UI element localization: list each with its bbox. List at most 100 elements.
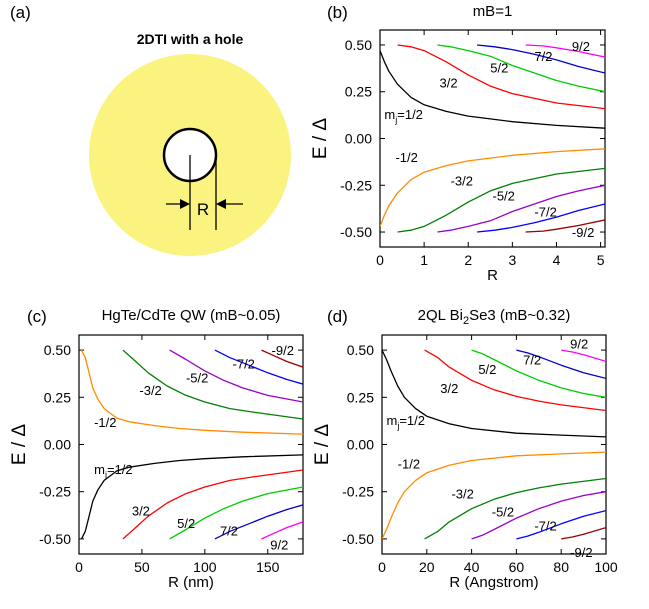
x-tick-label: 5 <box>597 252 605 268</box>
series-line-2 <box>471 349 606 398</box>
x-tick-label: 100 <box>594 559 618 575</box>
curve-label: -5/2 <box>493 189 515 204</box>
x-axis-label: R (Angstrom) <box>449 574 538 591</box>
x-tick-label: 0 <box>75 559 83 575</box>
y-tick-label: 0.50 <box>345 37 372 53</box>
y-tick-label: 0.25 <box>347 389 374 405</box>
curve-label: -1/2 <box>395 150 417 165</box>
curve-label: 3/2 <box>132 504 150 519</box>
y-tick-label: -0.25 <box>39 484 71 500</box>
panel-b-label: (b) <box>327 3 348 22</box>
curve-label: -1/2 <box>94 415 116 430</box>
series-line-4 <box>261 349 303 368</box>
x-axis-label: R (nm) <box>168 574 214 591</box>
series-line-9 <box>561 526 606 540</box>
curve-label: mj=1/2 <box>384 107 423 125</box>
x-tick-label: 0 <box>376 252 384 268</box>
curve-label: 5/2 <box>490 60 508 75</box>
x-tick-label: 60 <box>509 559 525 575</box>
y-tick-label: -0.50 <box>39 531 71 547</box>
curve-label: -5/2 <box>492 505 514 520</box>
series-line-0 <box>382 349 606 438</box>
y-tick-label: -0.25 <box>342 484 374 500</box>
curve-label: 5/2 <box>478 362 496 377</box>
curve-label: 3/2 <box>440 381 458 396</box>
series-line-5 <box>380 148 605 227</box>
arrowhead-left <box>180 199 190 209</box>
curve-label: -3/2 <box>451 487 473 502</box>
series-line-2 <box>437 44 605 93</box>
y-tick-label: 0.50 <box>44 342 71 358</box>
curve-label: -3/2 <box>139 383 161 398</box>
series-line-7 <box>437 184 605 233</box>
y-tick-label: -0.50 <box>340 224 372 240</box>
x-tick-label: 2 <box>464 252 472 268</box>
y-tick-label: 0.25 <box>44 389 71 405</box>
curve-label: 7/2 <box>534 49 552 64</box>
series-line-1 <box>122 349 303 420</box>
y-axis-label: E / Δ <box>9 424 30 466</box>
x-tick-label: 100 <box>193 559 217 575</box>
series-line-6 <box>424 477 606 540</box>
x-tick-label: 0 <box>378 559 386 575</box>
series-line-4 <box>525 44 605 58</box>
panel-d-label: (d) <box>327 307 348 326</box>
curve-label: 9/2 <box>572 39 590 54</box>
y-axis-label: E / Δ <box>312 424 333 466</box>
x-tick-label: 20 <box>419 559 435 575</box>
curve-label: -3/2 <box>451 174 473 189</box>
panel-d: (d) 2QL Bi2Se3 (mB~0.32) -0.50 -0.25 0.00 0.2… <box>312 307 618 591</box>
series-line-9 <box>261 521 303 540</box>
chart-title: HgTe/CdTe QW (mB~0.05) <box>102 307 281 324</box>
radius-label: R <box>197 200 209 219</box>
curve-label: -9/2 <box>570 545 592 560</box>
panel-a: (a) 2DTI with a hole R <box>10 3 291 256</box>
series-line-2 <box>169 349 303 403</box>
curve-label: -7/2 <box>233 356 255 371</box>
panel-a-label: (a) <box>10 3 31 22</box>
x-tick-label: 1 <box>420 252 428 268</box>
y-tick-label: 0.50 <box>347 342 374 358</box>
x-tick-label: 50 <box>134 559 150 575</box>
curve-label: -7/2 <box>534 204 556 219</box>
series-line-6 <box>397 167 605 233</box>
curve-label: -9/2 <box>272 343 294 358</box>
curve-label: 7/2 <box>220 523 238 538</box>
y-tick-label: 0.00 <box>347 437 374 453</box>
x-tick-label: 40 <box>464 559 480 575</box>
series-line-7 <box>471 491 606 540</box>
x-tick-label: 3 <box>508 252 516 268</box>
series-line-3 <box>477 44 605 74</box>
series-line-4 <box>561 349 606 363</box>
y-tick-label: 0.00 <box>345 131 372 147</box>
x-axis-label: R <box>487 267 498 284</box>
y-axis-label: E / Δ <box>310 118 331 160</box>
y-tick-label: 0.00 <box>44 437 71 453</box>
series-line-0 <box>80 349 303 435</box>
panel-b: (b) mB=1 -0.50 -0.25 0.00 0.25 0.50 0 1 2 3 4 5 R E / … <box>310 3 606 284</box>
y-tick-label: -0.25 <box>340 177 372 193</box>
series-line-8 <box>214 504 303 540</box>
series-group <box>382 349 606 540</box>
series-line-8 <box>516 509 606 540</box>
x-tick-label: 4 <box>553 252 561 268</box>
series-line-1 <box>397 44 605 110</box>
y-tick-label: 0.25 <box>345 84 372 100</box>
series-line-3 <box>214 349 303 385</box>
curve-label: mj=1/2 <box>386 413 425 431</box>
curve-label: -1/2 <box>398 456 420 471</box>
curve-label: 3/2 <box>440 75 458 90</box>
panel-c: (c) HgTe/CdTe QW (mB~0.05) -0.50 -0.25 0.00 0… <box>9 307 304 591</box>
series-line-1 <box>424 349 606 412</box>
x-tick-label: 150 <box>256 559 280 575</box>
curve-label: 5/2 <box>177 516 195 531</box>
panel-a-title: 2DTI with a hole <box>137 31 244 47</box>
x-tick-label: 80 <box>553 559 569 575</box>
curve-label: 9/2 <box>570 336 588 351</box>
series-line-8 <box>477 203 605 233</box>
series-line-7 <box>169 486 303 540</box>
chart-title: 2QL Bi2Se3 (mB~0.32) <box>418 307 571 327</box>
series-line-3 <box>516 349 606 380</box>
curve-label: 9/2 <box>270 538 288 553</box>
